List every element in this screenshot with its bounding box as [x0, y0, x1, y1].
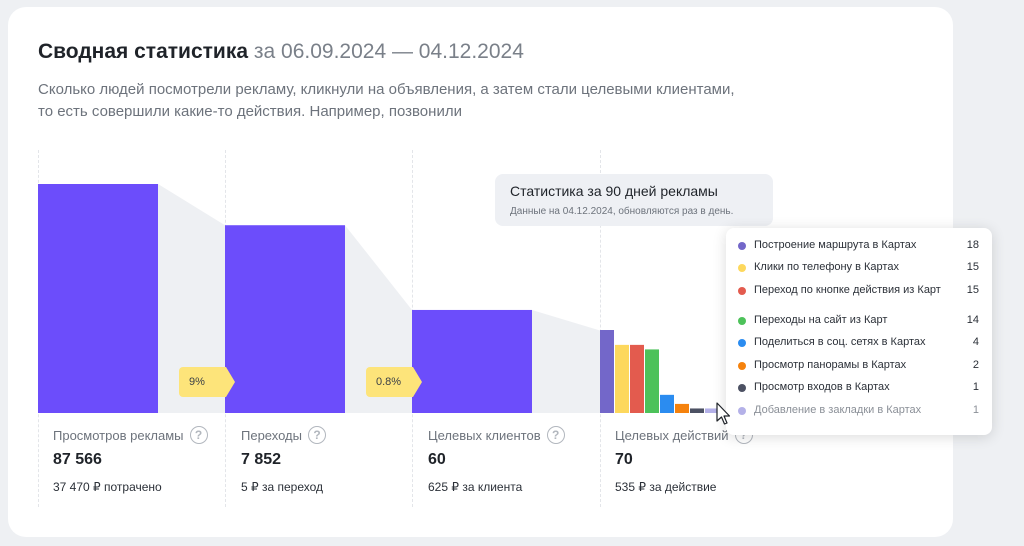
metric-sub: 535 ₽ за действие — [615, 480, 717, 494]
legend-dot-icon — [738, 384, 746, 392]
funnel-bar[interactable] — [412, 309, 532, 413]
tooltip-row-value: 4 — [972, 336, 979, 348]
legend-dot-icon — [738, 407, 746, 415]
metric-value: 87 566 — [53, 451, 102, 468]
description: Сколько людей посмотрели рекламу, кликну… — [38, 79, 758, 123]
legend-dot-icon — [738, 264, 746, 272]
description-line-2: то есть совершили какие-то действия. Нап… — [38, 103, 462, 120]
metric-label-text: Переходы — [241, 427, 302, 443]
page-title: Сводная статистика за 06.09.2024 — 04.12… — [38, 40, 524, 64]
breakdown-bar[interactable] — [630, 344, 644, 413]
stats-info-box: Статистика за 90 дней рекламы Данные на … — [495, 174, 773, 226]
metric-sub: 625 ₽ за клиента — [428, 480, 523, 494]
tooltip-row-value: 18 — [966, 239, 979, 251]
tooltip-row-label: Построение маршрута в Картах — [754, 239, 917, 251]
tooltip-row-value: 15 — [966, 261, 979, 273]
breakdown-bar[interactable] — [675, 403, 689, 413]
title-text: Сводная статистика — [38, 40, 249, 63]
breakdown-bar[interactable] — [645, 349, 659, 413]
legend-dot-icon — [738, 362, 746, 370]
breakdown-bar[interactable] — [660, 394, 674, 413]
breakdown-bar[interactable] — [615, 344, 629, 413]
funnel-connector — [345, 225, 412, 413]
legend-dot-icon — [738, 287, 746, 295]
metric-label-text: Целевых клиентов — [428, 427, 541, 443]
tooltip-row-label: Просмотр панорамы в Картах — [754, 359, 907, 371]
tooltip-row-label: Переход по кнопке действия из Карт — [754, 284, 941, 296]
breakdown-bar[interactable] — [600, 330, 614, 413]
metric-sub: 37 470 ₽ потрачено — [53, 480, 162, 494]
breakdown-bar[interactable] — [690, 408, 704, 413]
help-icon[interactable]: ? — [307, 426, 326, 444]
tooltip-row-value: 14 — [966, 314, 979, 326]
tooltip-row-label: Клики по телефону в Картах — [754, 261, 899, 273]
metric-label-actions: Целевых действий? — [615, 426, 753, 444]
funnel-connector — [158, 184, 225, 413]
conversion-badge: 9% — [179, 367, 235, 397]
funnel-bar[interactable] — [225, 225, 345, 413]
tooltip-row-label: Переходы на сайт из Карт — [754, 314, 888, 326]
metric-label-clicks: Переходы? — [241, 426, 326, 444]
info-title: Статистика за 90 дней рекламы — [510, 183, 718, 199]
date-range: за 06.09.2024 — 04.12.2024 — [253, 40, 524, 63]
tooltip-row-value: 1 — [972, 381, 979, 393]
mouse-cursor-icon — [716, 402, 730, 425]
metric-sub: 5 ₽ за переход — [241, 480, 324, 494]
actions-breakdown-tooltip: Построение маршрута в Картах 18 Клики по т… — [726, 228, 992, 435]
funnel-bar[interactable] — [38, 184, 158, 413]
metric-label-text: Просмотров рекламы — [53, 427, 184, 443]
tooltip-row-label: Поделиться в соц. сетях в Картах — [754, 336, 926, 348]
tooltip-row-label: Добавление в закладки в Картах — [754, 404, 922, 416]
tooltip-row-value: 15 — [966, 284, 979, 296]
legend-dot-icon — [738, 242, 746, 250]
tooltip-row-value: 1 — [972, 404, 979, 416]
metric-label-clients: Целевых клиентов? — [428, 426, 565, 444]
conversion-label: 0.8% — [376, 376, 402, 388]
tooltip-row-value: 2 — [972, 359, 979, 371]
funnel-connector — [532, 309, 600, 413]
help-icon[interactable]: ? — [546, 426, 565, 444]
metric-label-text: Целевых действий — [615, 427, 729, 443]
breakdown-bar[interactable] — [705, 408, 719, 413]
legend-dot-icon — [738, 317, 746, 325]
conversion-badge: 0.8% — [366, 367, 422, 397]
conversion-label: 9% — [189, 376, 205, 388]
metric-value: 70 — [615, 451, 633, 468]
info-subtitle: Данные на 04.12.2024, обновляются раз в … — [510, 206, 734, 217]
tooltip-row-label: Просмотр входов в Картах — [754, 381, 890, 393]
metric-value: 60 — [428, 451, 446, 468]
description-line-1: Сколько людей посмотрели рекламу, кликну… — [38, 81, 735, 98]
help-icon[interactable]: ? — [189, 426, 208, 444]
metric-label-views: Просмотров рекламы? — [53, 426, 208, 444]
grid-line — [600, 150, 601, 507]
legend-dot-icon — [738, 339, 746, 347]
metric-value: 7 852 — [241, 451, 282, 468]
